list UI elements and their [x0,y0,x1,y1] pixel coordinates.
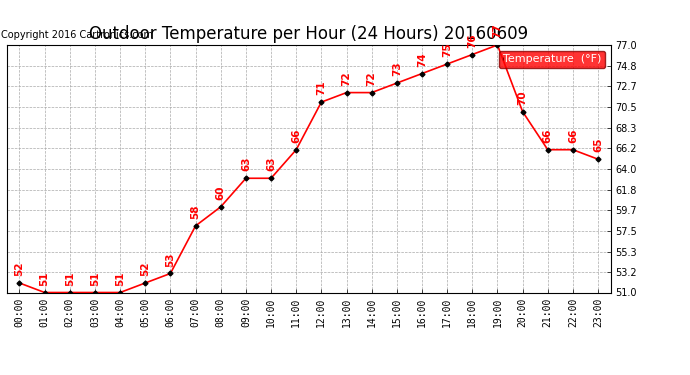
Title: Outdoor Temperature per Hour (24 Hours) 20160609: Outdoor Temperature per Hour (24 Hours) … [89,26,529,44]
Text: 52: 52 [140,261,150,276]
Text: 72: 72 [342,71,351,86]
Text: 71: 71 [316,81,326,95]
Legend: Temperature  (°F): Temperature (°F) [499,51,605,68]
Text: 66: 66 [291,128,302,143]
Text: 72: 72 [366,71,377,86]
Text: 65: 65 [593,138,603,152]
Text: 66: 66 [568,128,578,143]
Text: 63: 63 [266,157,276,171]
Text: 51: 51 [115,271,125,285]
Text: 63: 63 [241,157,251,171]
Text: Copyright 2016 Cartronics.com: Copyright 2016 Cartronics.com [1,30,153,40]
Text: 77: 77 [493,23,502,38]
Text: 60: 60 [216,185,226,200]
Text: 76: 76 [467,33,477,48]
Text: 75: 75 [442,42,452,57]
Text: 51: 51 [65,271,75,285]
Text: 74: 74 [417,52,427,67]
Text: 52: 52 [14,261,24,276]
Text: 51: 51 [90,271,100,285]
Text: 51: 51 [39,271,50,285]
Text: 70: 70 [518,90,528,105]
Text: 66: 66 [543,128,553,143]
Text: 73: 73 [392,62,402,76]
Text: 58: 58 [190,204,201,219]
Text: 53: 53 [166,252,175,267]
